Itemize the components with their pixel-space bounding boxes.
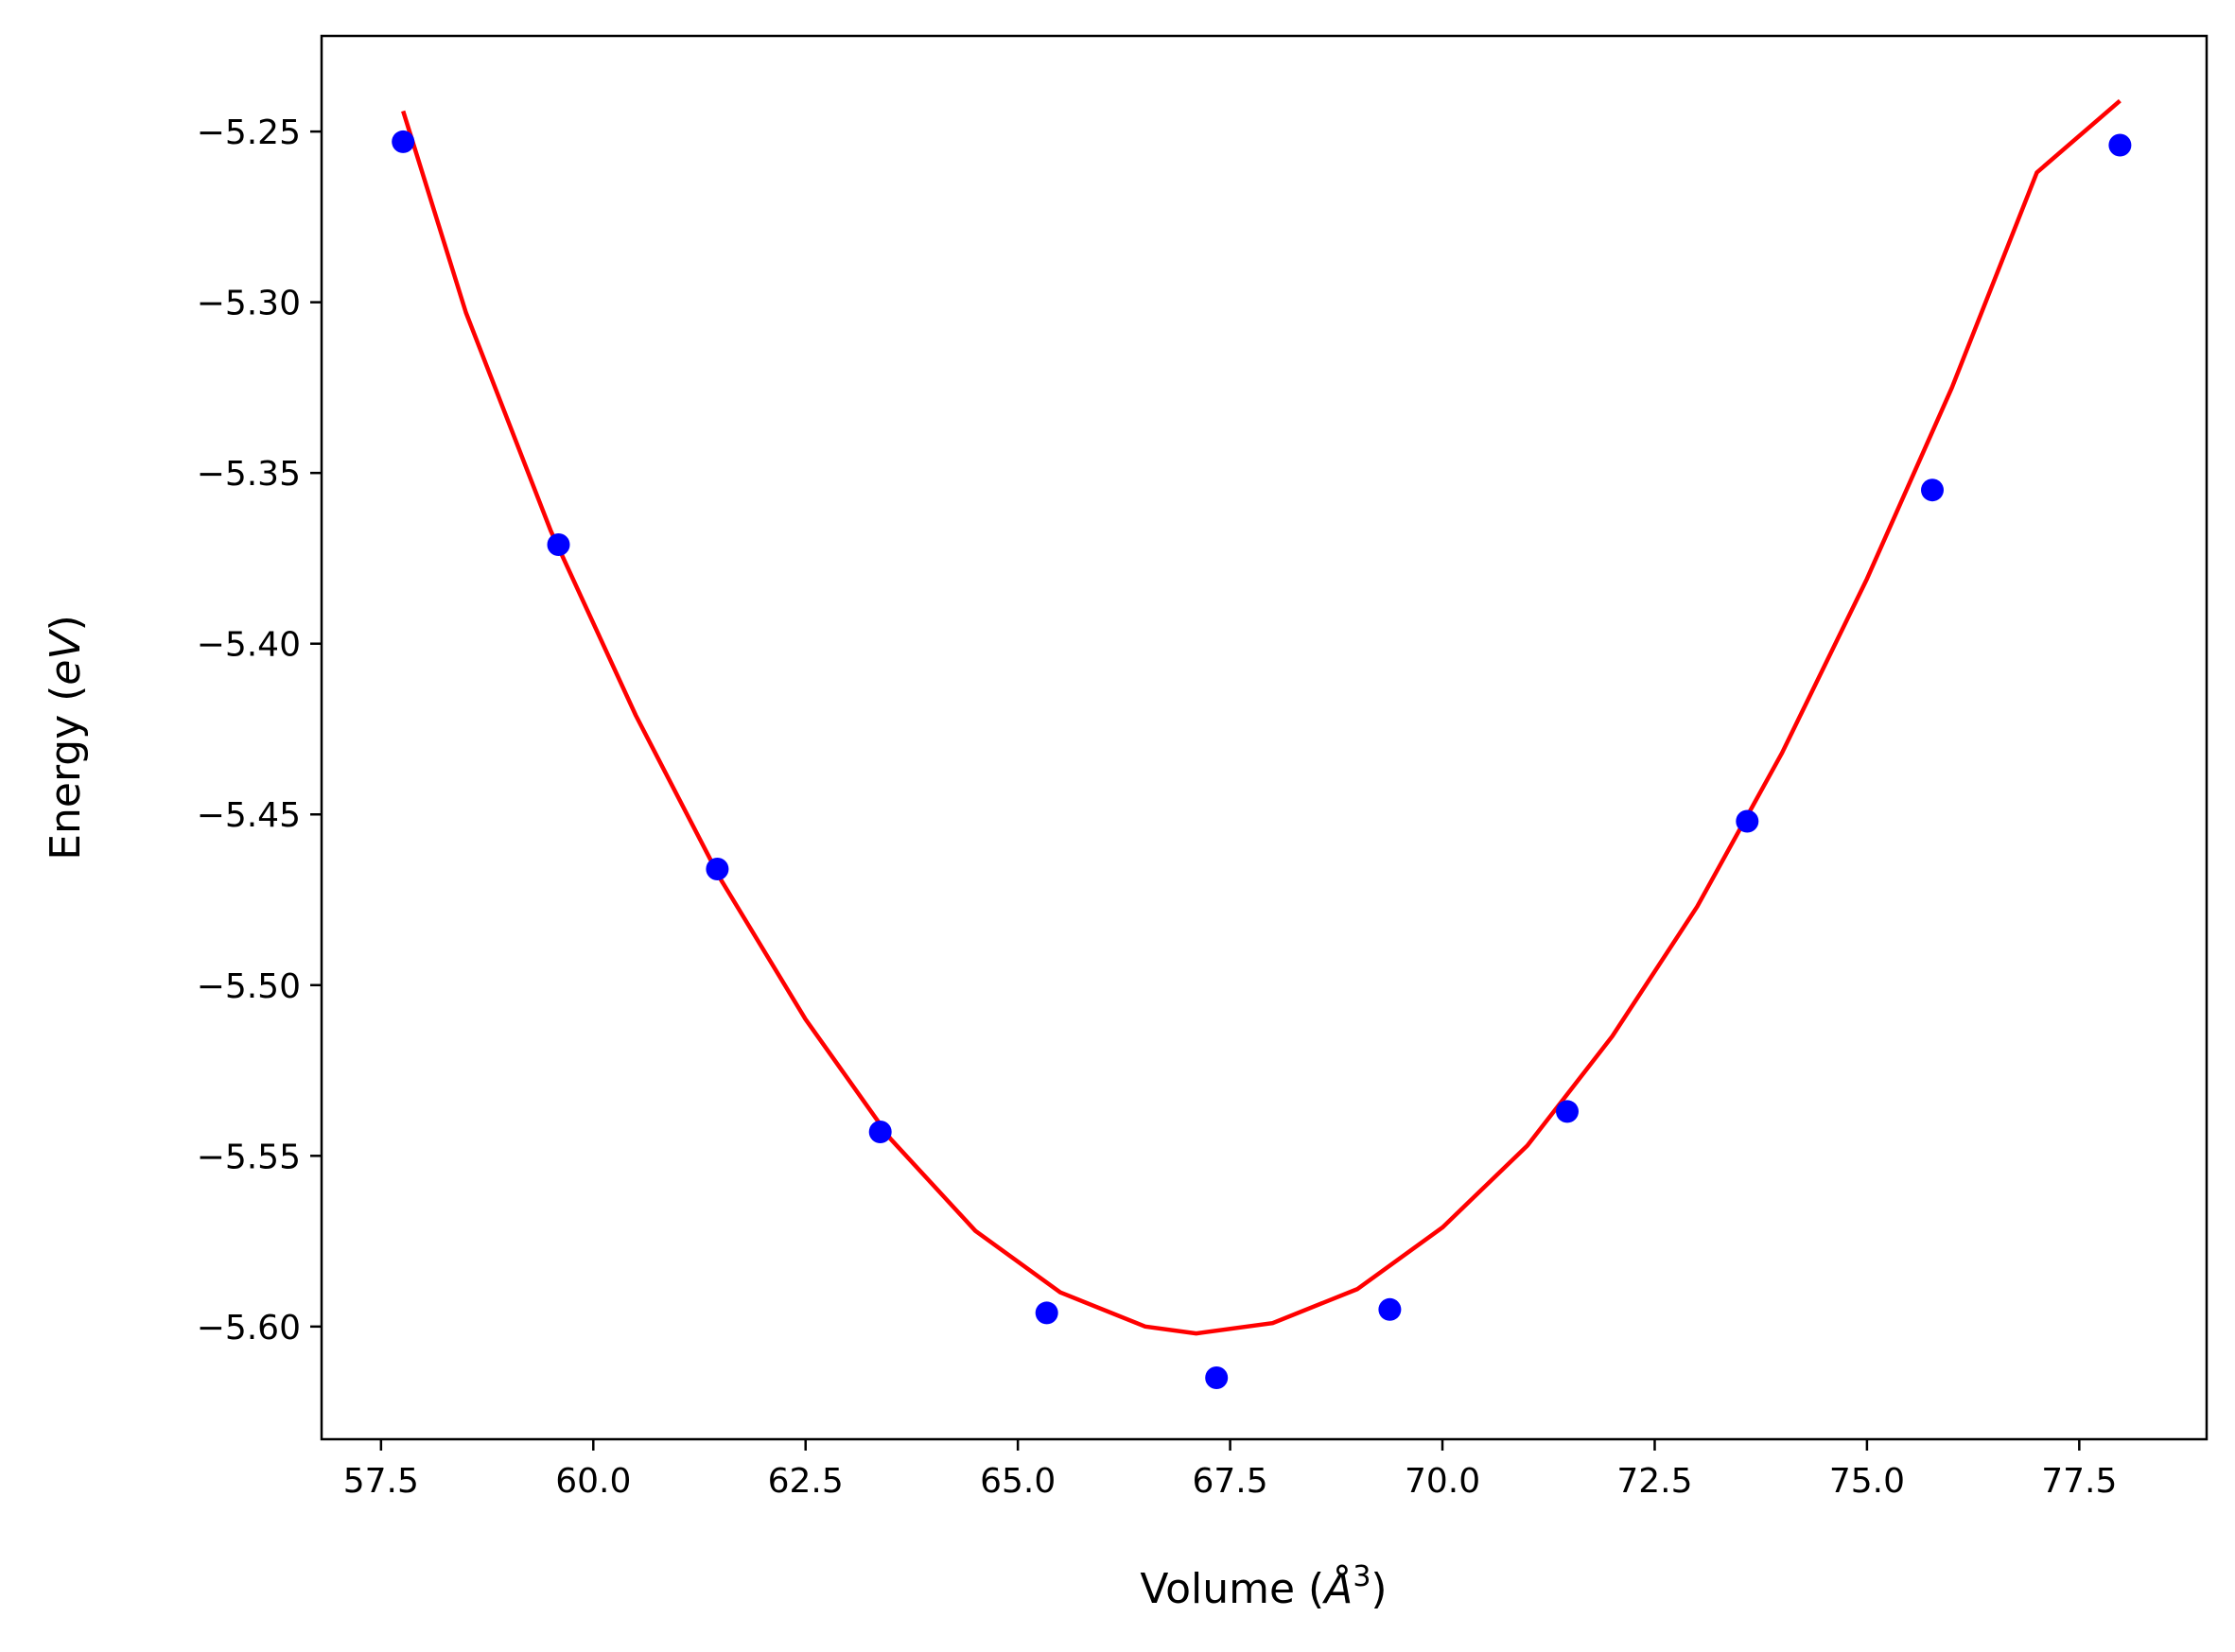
plot-area: [392, 98, 2132, 1389]
x-axis-label-unit: Å: [1321, 1563, 1353, 1613]
y-tick-label: −5.45: [197, 796, 301, 835]
y-tick-label: −5.35: [197, 455, 301, 494]
y-tick-label: −5.25: [197, 113, 301, 152]
x-tick-label: 57.5: [343, 1462, 419, 1501]
data-point: [1378, 1297, 1402, 1321]
data-point: [1736, 809, 1759, 833]
x-tick-label: 77.5: [2041, 1462, 2117, 1501]
y-axis: −5.25 −5.30 −5.35 −5.40 −5.45 −5.50 −5.55 −5.60: [197, 113, 322, 1348]
data-point: [392, 130, 415, 153]
fit-curve: [401, 98, 2122, 1336]
y-tick-label: −5.60: [197, 1309, 301, 1348]
x-axis-label-unit-superscript: 3: [1353, 1560, 1371, 1593]
data-point: [1205, 1366, 1229, 1389]
data-point: [547, 533, 570, 556]
x-tick-label: 65.0: [980, 1462, 1056, 1501]
x-tick-label: 67.5: [1193, 1462, 1268, 1501]
axes-frame: [320, 34, 2209, 1441]
data-point: [1556, 1100, 1579, 1123]
x-tick-label: 62.5: [768, 1462, 844, 1501]
y-tick-label: −5.30: [197, 285, 301, 323]
x-axis-label-prefix: Volume (: [1140, 1565, 1324, 1613]
y-axis-label: Energy (eV): [42, 615, 90, 861]
y-tick-label: −5.55: [197, 1138, 301, 1176]
y-tick-label: −5.40: [197, 626, 301, 665]
data-point: [2108, 133, 2132, 157]
x-tick-label: 70.0: [1405, 1462, 1480, 1501]
data-point: [868, 1121, 892, 1143]
x-tick-label: 75.0: [1829, 1462, 1905, 1501]
x-tick-label: 60.0: [555, 1462, 631, 1501]
x-tick-label: 72.5: [1616, 1462, 1692, 1501]
y-axis-label-prefix: Energy (: [42, 686, 90, 861]
x-axis-label: Volume (Å3): [1140, 1560, 1387, 1613]
y-axis-label-unit: eV: [42, 629, 90, 686]
x-axis: 57.5 60.0 62.5 65.0 67.5 70.0 72.5 75.0 77.5: [343, 1439, 2117, 1501]
data-point: [706, 858, 729, 880]
data-point: [1035, 1301, 1058, 1325]
y-axis-label-suffix: ): [42, 615, 90, 631]
x-axis-label-suffix: ): [1371, 1565, 1387, 1613]
data-point: [1921, 478, 1944, 502]
y-tick-label: −5.50: [197, 967, 301, 1006]
